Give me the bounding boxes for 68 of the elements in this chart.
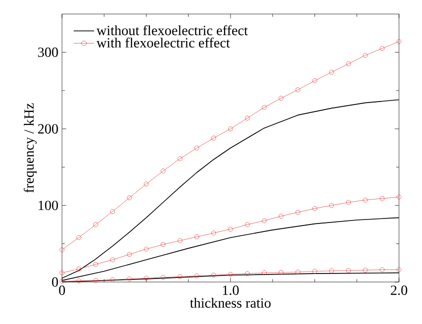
y-tick-label: 0	[52, 277, 58, 287]
point	[211, 272, 216, 278]
point	[346, 200, 351, 205]
point	[178, 156, 182, 162]
point	[127, 276, 132, 282]
point	[278, 270, 284, 275]
point	[144, 246, 149, 252]
x-tick-label: 1.0	[222, 286, 239, 296]
point	[262, 218, 267, 224]
point	[76, 278, 82, 284]
point	[362, 198, 368, 202]
point	[93, 262, 98, 267]
point	[228, 126, 233, 132]
point	[262, 105, 267, 110]
legend-label: with flexoelectric effect	[96, 38, 230, 48]
y-tick-label: 100	[38, 200, 58, 210]
point	[160, 168, 166, 174]
point	[76, 266, 82, 272]
point	[178, 274, 182, 280]
point	[329, 70, 334, 75]
point	[296, 270, 300, 274]
point	[127, 252, 132, 257]
point	[278, 96, 284, 101]
point	[380, 267, 385, 272]
y-axis-title: frequency / kHz	[24, 103, 37, 193]
point	[312, 206, 318, 211]
point	[380, 196, 385, 201]
x-tick-label: 0	[59, 286, 65, 295]
point	[110, 277, 115, 282]
point	[296, 210, 300, 215]
point	[211, 136, 216, 140]
point	[329, 203, 334, 208]
point	[110, 257, 115, 262]
point	[362, 268, 368, 273]
point	[178, 238, 182, 244]
point	[312, 78, 318, 84]
point	[194, 146, 200, 150]
point	[110, 209, 115, 214]
point	[278, 214, 284, 219]
point	[362, 52, 368, 58]
point	[329, 268, 334, 274]
point	[144, 276, 149, 281]
point	[244, 222, 250, 227]
point	[312, 268, 318, 274]
point	[93, 222, 98, 227]
point	[228, 272, 233, 277]
x-axis-title: thickness ratio	[190, 298, 271, 308]
point	[244, 271, 250, 276]
point	[211, 230, 216, 236]
point	[244, 116, 250, 121]
y-tick-label: 200	[38, 124, 58, 134]
point	[228, 226, 233, 232]
point	[346, 61, 351, 66]
point	[296, 87, 300, 92]
point	[160, 242, 166, 247]
point	[76, 235, 82, 240]
x-tick-label: 2.0	[390, 286, 408, 296]
point	[194, 234, 200, 240]
point	[127, 195, 132, 200]
point	[93, 278, 98, 283]
point	[262, 270, 267, 276]
legend-label: without flexoelectric effect	[96, 25, 248, 36]
point	[144, 182, 149, 186]
point	[194, 273, 200, 278]
point	[380, 46, 385, 51]
point	[160, 275, 166, 280]
point	[346, 268, 351, 273]
y-tick-label: 300	[38, 48, 58, 58]
